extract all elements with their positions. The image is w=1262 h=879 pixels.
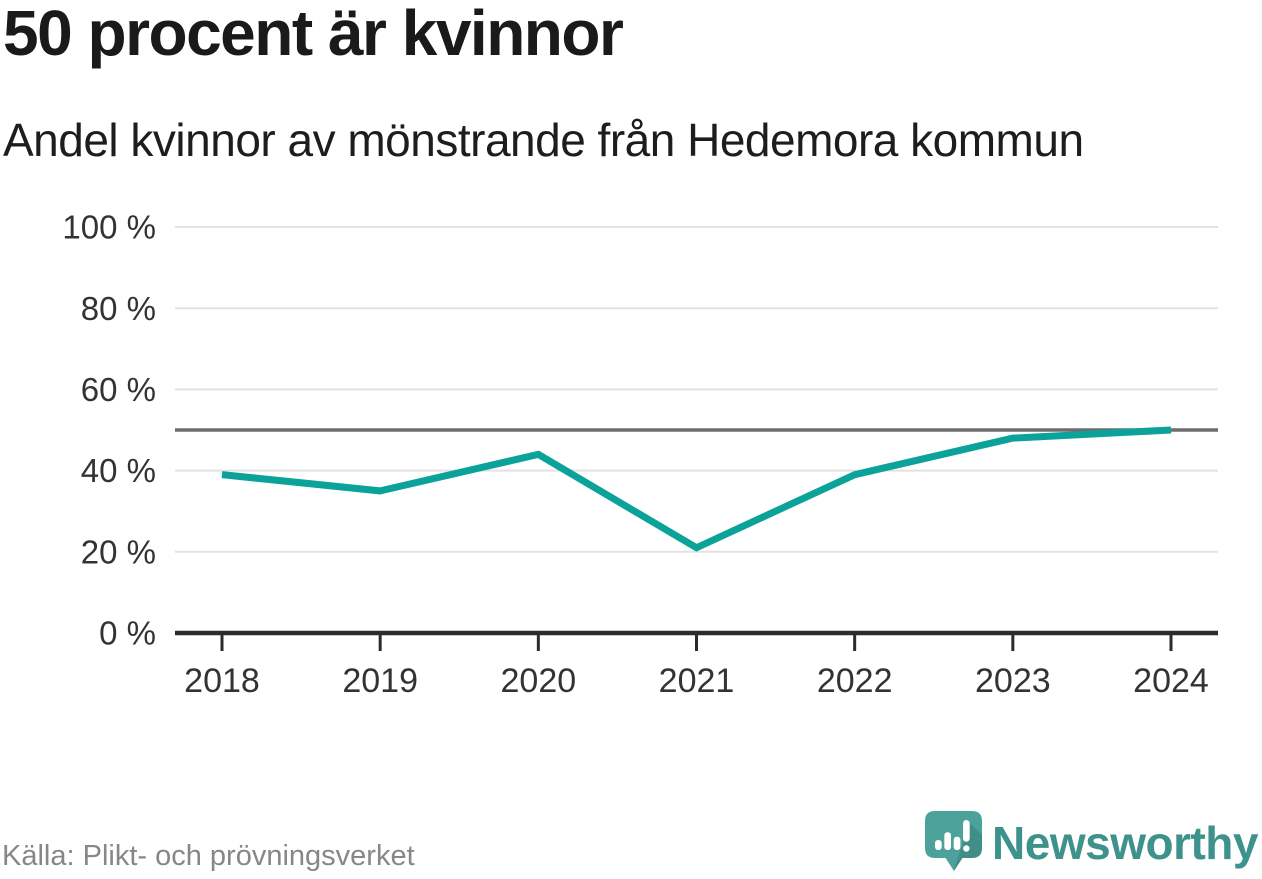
logo-bar-1: [935, 840, 942, 850]
y-axis-label: 0 %: [99, 615, 156, 652]
y-axis-label: 40 %: [81, 452, 156, 489]
chart-subtitle: Andel kvinnor av mönstrande från Hedemor…: [3, 114, 1084, 166]
x-axis-label: 2018: [184, 662, 260, 700]
newsworthy-logo-icon: [925, 811, 983, 871]
x-axis-label: 2021: [659, 662, 735, 700]
x-axis-label: 2024: [1133, 662, 1209, 700]
logo-bar-2: [944, 832, 952, 850]
y-axis-label: 80 %: [81, 290, 156, 327]
chart-title: 50 procent är kvinnor: [3, 0, 624, 69]
source-note: Källa: Plikt- och prövningsverket: [2, 840, 415, 872]
y-axis-label: 100 %: [62, 209, 156, 246]
x-axis-label: 2020: [501, 662, 577, 700]
y-axis-label: 20 %: [81, 533, 156, 570]
y-axis-label: 60 %: [81, 371, 156, 408]
x-axis-label: 2019: [342, 662, 418, 700]
logo-exclamation-bar: [963, 820, 970, 842]
newsworthy-wordmark: Newsworthy: [992, 816, 1258, 869]
logo-bar-3: [953, 836, 961, 850]
x-axis-label: 2023: [975, 662, 1051, 700]
x-axis-label: 2022: [817, 662, 893, 700]
newsworthy-logo: Newsworthy: [925, 811, 1258, 874]
logo-exclamation-dot: [963, 845, 970, 852]
data-line: [221, 426, 1172, 552]
